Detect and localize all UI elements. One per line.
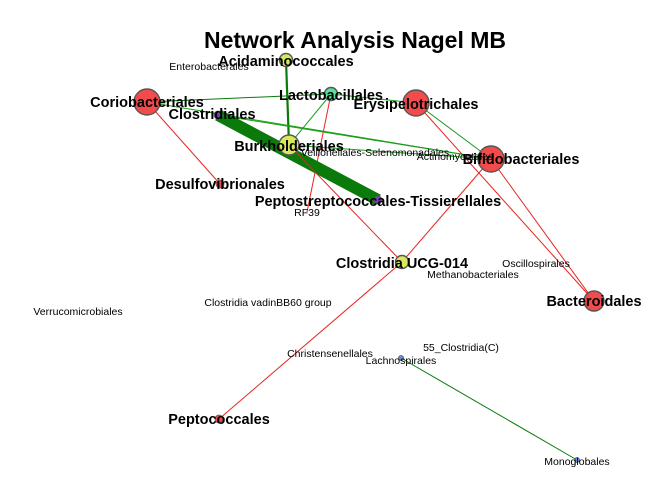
- edge-lactobacillales-rf39: [306, 93, 332, 213]
- node-label-methanobacteriales: Methanobacteriales: [427, 269, 519, 281]
- node-bifidobacteriales: [477, 145, 505, 173]
- node-label-bacteroidales: Bacteroidales: [546, 294, 641, 310]
- node-label-coriobacteriales: Coriobacteriales: [90, 95, 204, 111]
- node-label-erysipelotrichales: Erysipelotrichales: [354, 97, 479, 113]
- node-label-monoglobales: Monoglobales: [544, 456, 609, 468]
- edge-bifidobacteriales-clostridia_ucg014: [401, 158, 492, 263]
- node-label-rf39: RF39: [294, 207, 320, 219]
- node-label-peptococcales: Peptococcales: [168, 412, 270, 428]
- node-label-lactobacillales: Lactobacillales: [279, 88, 383, 104]
- edge-coriobacteriales-desulfovibrionales: [146, 101, 221, 185]
- node-label-bifidobacteriales: Bifidobacteriales: [463, 152, 580, 168]
- edge-burkholderiales-clostridia_ucg014: [288, 144, 403, 263]
- edge-clostridia_ucg014-peptococcales: [218, 261, 403, 420]
- node-lactobacillales: [323, 86, 339, 102]
- edge-lactobacillales-burkholderiales: [288, 93, 332, 146]
- node-acidaminococcales: [278, 52, 294, 68]
- node-label-christensenellales: Christensenellales: [287, 348, 373, 360]
- node-label-verrucomicrobiales: Verrucomicrobiales: [33, 306, 122, 318]
- node-monoglobales: [574, 457, 580, 463]
- node-label-desulfovibrionales: Desulfovibrionales: [155, 177, 285, 193]
- node-label-acidaminococcales: Acidaminococcales: [218, 54, 353, 70]
- node-label-enterobacterales: Enterobacterales: [169, 61, 248, 73]
- edge-lachnospirales-monoglobales: [400, 357, 578, 461]
- edge-coriobacteriales-lactobacillales: [146, 93, 332, 103]
- node-label-veillonellales: Veillonellales-Selenomonadales: [301, 147, 449, 159]
- node-label-oscillospirales: Oscillospirales: [502, 258, 570, 270]
- node-erysipelotrichales: [402, 89, 430, 117]
- node-label-clostridia_55: 55_Clostridia(C): [423, 342, 499, 354]
- node-burkholderiales: [278, 134, 300, 156]
- node-label-clostridiales: Clostridiales: [168, 107, 255, 123]
- nodes-layer: [133, 52, 605, 463]
- edge-bifidobacteriales-bacteroidales: [490, 158, 595, 302]
- node-desulfovibrionales: [215, 179, 225, 189]
- node-label-peptostreptococcales: Peptostreptococcales-Tissierellales: [255, 194, 501, 210]
- node-label-clostridia_vadin: Clostridia vadinBB60 group: [204, 297, 331, 309]
- edge-lactobacillales-erysipelotrichales: [330, 93, 417, 104]
- node-clostridiales: [213, 110, 223, 120]
- edge-erysipelotrichales-bacteroidales: [415, 102, 595, 302]
- node-label-clostridia_ucg014: Clostridia UCG-014: [336, 256, 468, 272]
- node-label-lachnospirales: Lachnospirales: [366, 355, 437, 367]
- edge-erysipelotrichales-bifidobacteriales: [415, 102, 492, 160]
- edge-clostridiales-bifidobacteriales: [217, 114, 492, 160]
- edge-burkholderiales-bifidobacteriales: [288, 144, 492, 160]
- node-coriobacteriales: [133, 88, 161, 116]
- node-peptococcales: [214, 414, 224, 424]
- edges-layer: [146, 59, 595, 461]
- node-label-actinomycetales: Actinomycetales: [417, 151, 493, 163]
- node-clostridia_ucg014: [394, 254, 410, 270]
- edge-clostridiales-peptostreptococcales: [215, 109, 381, 206]
- diagram-title: Network Analysis Nagel MB: [204, 27, 506, 53]
- edge-acidaminococcales-burkholderiales: [284, 59, 291, 146]
- node-label-burkholderiales: Burkholderiales: [234, 139, 344, 155]
- node-bacteroidales: [583, 290, 605, 312]
- node-lachnospirales: [398, 355, 404, 361]
- node-peptostreptococcales: [373, 195, 383, 205]
